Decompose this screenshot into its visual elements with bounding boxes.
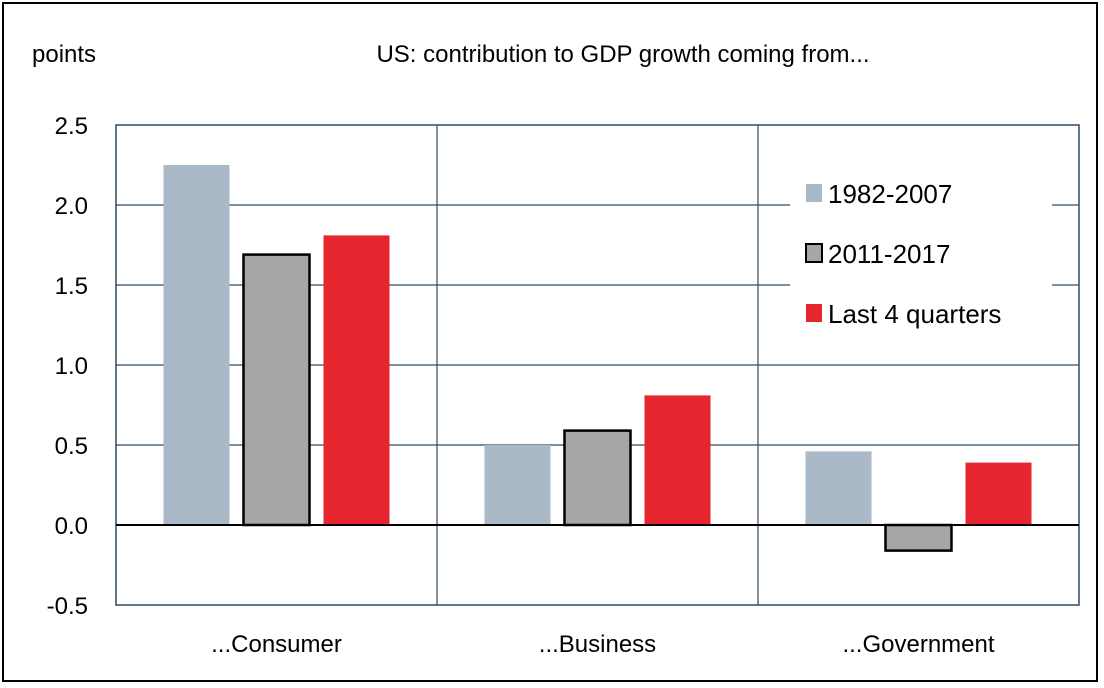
axis-layer: 2.5 2.0 1.5 1.0 0.5 0.0 -0.5 ...Consumer ...Busi…: [47, 113, 1079, 658]
y-tick-label: -0.5: [47, 593, 88, 620]
bar-last-4-quarters-0: [323, 235, 390, 525]
y-tick-label: 0.5: [55, 433, 88, 460]
y-axis-label: points: [32, 41, 96, 68]
legend-label: 2011-2017: [828, 239, 950, 269]
y-tick-label: 2.5: [55, 113, 88, 140]
bar-1982-2007-2: [805, 451, 872, 525]
legend-label: Last 4 quarters: [828, 299, 1001, 329]
bar-2011-2017-2: [884, 523, 953, 552]
legend-swatch: [805, 243, 823, 263]
bar-2011-2017-0: [242, 253, 311, 527]
x-tick-label: ...Consumer: [211, 631, 342, 658]
legend-label: 1982-2007: [828, 179, 952, 209]
bar-last-4-quarters-1: [644, 395, 711, 525]
chart-title: US: contribution to GDP growth coming fr…: [376, 41, 869, 68]
y-tick-label: 2.0: [55, 193, 88, 220]
y-tick-label: 0.0: [55, 513, 88, 540]
legend-background: [790, 166, 1052, 334]
y-tick-label: 1.0: [55, 353, 88, 380]
bar-1982-2007-1: [484, 445, 551, 525]
bar-1982-2007-0: [163, 165, 230, 525]
bars-layer: [163, 165, 1032, 552]
bar-2011-2017-1: [563, 429, 632, 527]
legend-swatch: [806, 184, 822, 202]
legend: 1982-2007 2011-2017 Last 4 quarters: [790, 166, 1052, 334]
legend-swatch: [806, 304, 822, 322]
x-tick-label: ...Business: [539, 631, 656, 658]
x-tick-label: ...Government: [842, 631, 994, 658]
y-tick-label: 1.5: [55, 273, 88, 300]
bar-last-4-quarters-2: [965, 462, 1032, 525]
